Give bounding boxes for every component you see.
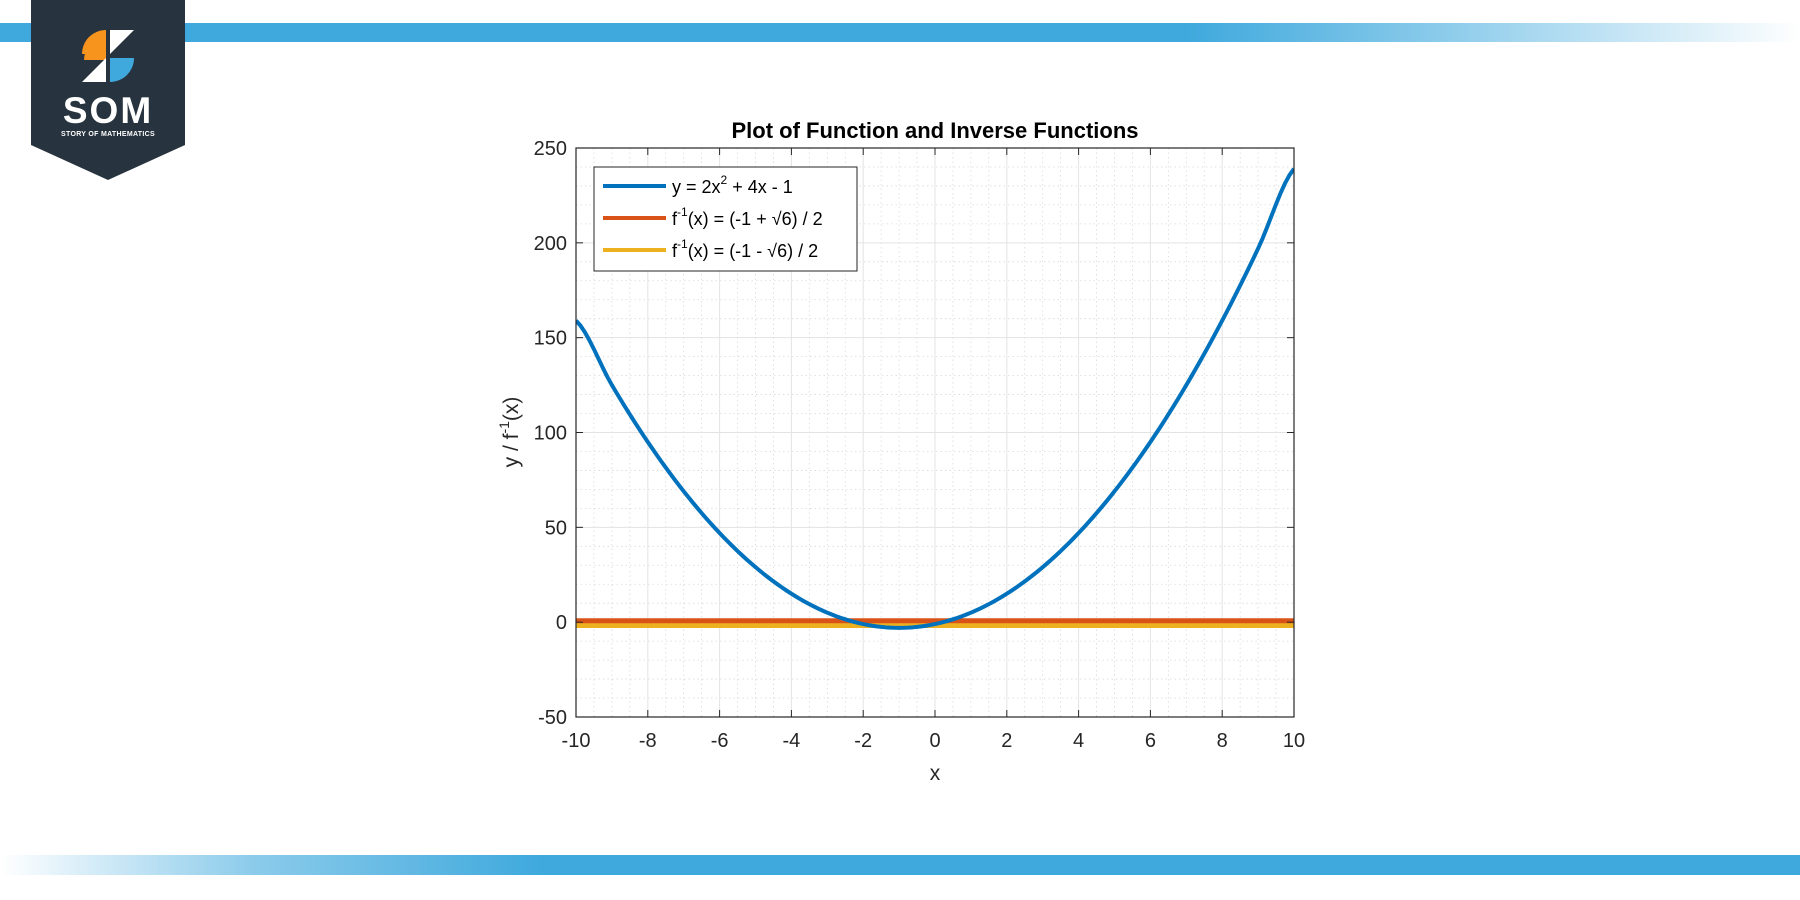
y-tick-label: -50 bbox=[538, 707, 567, 729]
x-tick-labels: -10 -8 -6 -4 -2 0 2 4 6 8 10 bbox=[562, 730, 1306, 752]
x-tick-label: -10 bbox=[562, 730, 591, 752]
chart-title: Plot of Function and Inverse Functions bbox=[731, 118, 1138, 143]
y-tick-labels: -50 0 50 100 150 200 250 bbox=[534, 138, 567, 729]
legend-label-inverse-minus: f-1(x) = (-1 - √6) / 2 bbox=[672, 237, 818, 261]
logo-text: SOM bbox=[62, 90, 154, 131]
x-tick-label: 2 bbox=[1001, 730, 1012, 752]
header-band bbox=[0, 23, 1800, 42]
legend-label-quadratic: y = 2x2 + 4x - 1 bbox=[672, 173, 793, 197]
legend: y = 2x2 + 4x - 1 f-1(x) = (-1 + √6) / 2 f-… bbox=[593, 166, 858, 272]
x-tick-label: -4 bbox=[783, 730, 801, 752]
y-tick-label: 250 bbox=[534, 138, 567, 160]
series-layer bbox=[576, 167, 1294, 630]
footer-band bbox=[0, 855, 1800, 875]
y-tick-label: 0 bbox=[556, 612, 567, 634]
logo-subtext: STORY OF MATHEMATICS bbox=[61, 131, 155, 138]
x-tick-label: -8 bbox=[639, 730, 657, 752]
y-axis-label-sup: -1 bbox=[496, 421, 512, 434]
series-line-quadratic bbox=[576, 167, 1294, 630]
y-axis-label-post: (x) bbox=[500, 397, 523, 422]
axis-ticks bbox=[575, 147, 1295, 718]
y-tick-label: 100 bbox=[534, 423, 567, 445]
x-tick-label: 4 bbox=[1073, 730, 1084, 752]
x-tick-label: 8 bbox=[1217, 730, 1228, 752]
y-axis-label-pre: y / f bbox=[500, 433, 523, 467]
y-tick-label: 150 bbox=[534, 328, 567, 350]
legend-label-inverse-plus: f-1(x) = (-1 + √6) / 2 bbox=[672, 205, 823, 229]
y-axis-label: y / f-1(x) bbox=[496, 397, 523, 468]
x-tick-label: 6 bbox=[1145, 730, 1156, 752]
som-logo: SOM STORY OF MATHEMATICS bbox=[31, 0, 185, 180]
y-tick-label: 50 bbox=[545, 517, 567, 539]
x-axis-label: x bbox=[930, 762, 941, 785]
x-tick-label: -2 bbox=[854, 730, 872, 752]
y-tick-label: 200 bbox=[534, 233, 567, 255]
x-tick-label: 0 bbox=[929, 730, 940, 752]
x-tick-label: 10 bbox=[1283, 730, 1305, 752]
x-tick-label: -6 bbox=[711, 730, 729, 752]
